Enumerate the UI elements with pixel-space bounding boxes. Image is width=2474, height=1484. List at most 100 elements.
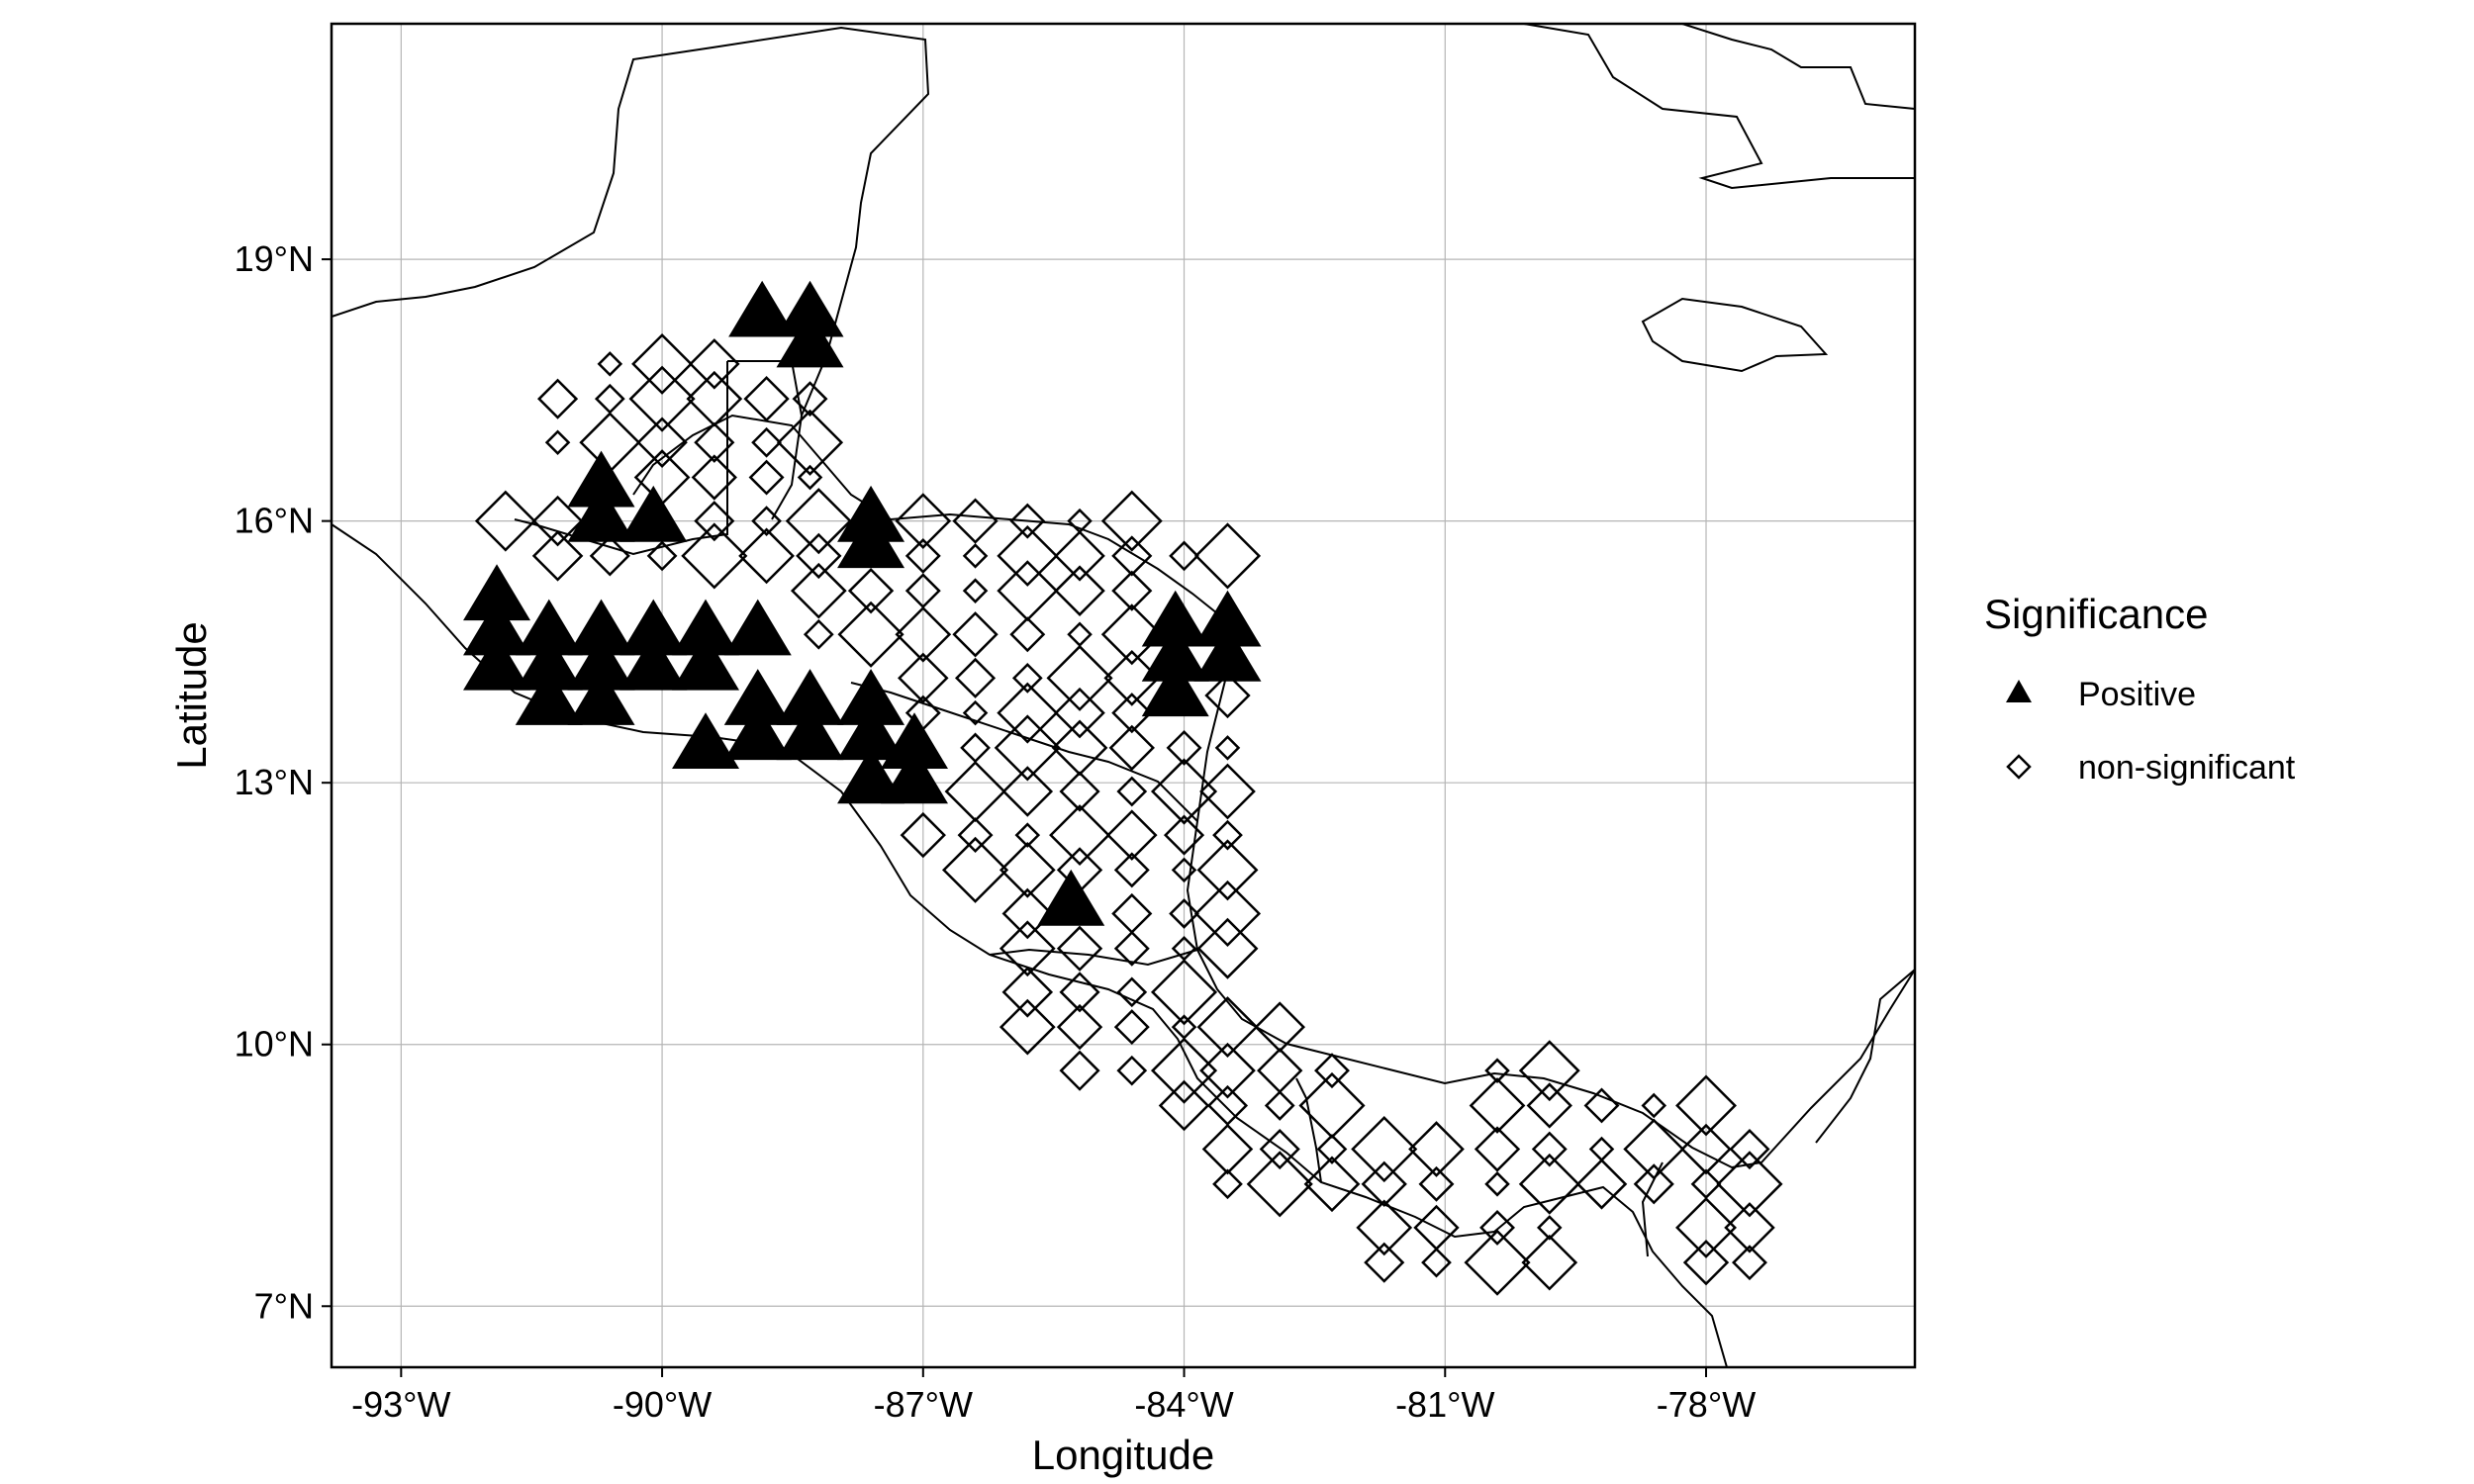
non-significant-point — [803, 618, 834, 650]
non-significant-point — [1469, 1077, 1526, 1134]
positive-point — [723, 703, 792, 761]
non-significant-point — [1731, 1245, 1767, 1281]
non-significant-point — [1716, 1151, 1783, 1218]
non-significant-point — [1298, 1071, 1366, 1140]
x-tick-label: -84°W — [1134, 1384, 1233, 1425]
non-significant-point — [1199, 763, 1256, 820]
non-significant-point — [1009, 616, 1046, 653]
legend-positive-triangle-icon — [2006, 680, 2032, 702]
x-tick-label: -93°W — [351, 1384, 450, 1425]
y-tick-label: 10°N — [235, 1024, 314, 1065]
plot-panel-border — [330, 22, 1917, 1369]
non-significant-point — [1351, 1115, 1418, 1183]
non-significant-point — [1204, 672, 1251, 719]
non-significant-point — [1056, 925, 1103, 972]
positive-point — [567, 633, 635, 691]
non-significant-point — [1116, 776, 1148, 807]
non-significant-point — [997, 524, 1059, 587]
non-significant-point — [1421, 1247, 1452, 1278]
legend-non-significant-diamond-icon — [2006, 754, 2032, 780]
non-significant-point — [1724, 1202, 1775, 1253]
non-significant-point — [1316, 1134, 1348, 1164]
non-significant-point — [1116, 1055, 1148, 1086]
positive-point — [776, 669, 844, 725]
non-significant-point — [1479, 1209, 1515, 1246]
non-significant-point — [1259, 1128, 1300, 1170]
positive-point — [1193, 590, 1262, 647]
non-significant-point — [944, 761, 1006, 822]
non-significant-point — [1418, 1165, 1455, 1202]
non-significant-markers — [474, 332, 1783, 1296]
positive-point — [567, 669, 635, 725]
non-significant-point — [1212, 1168, 1243, 1200]
non-significant-point — [797, 464, 823, 491]
positive-point — [1037, 869, 1105, 926]
positive-point — [1141, 660, 1209, 717]
non-significant-point — [1150, 758, 1218, 825]
non-significant-point — [999, 841, 1056, 898]
positive-point — [837, 747, 905, 804]
non-significant-point — [1150, 959, 1218, 1026]
non-significant-point — [1474, 1126, 1521, 1172]
non-significant-point — [474, 490, 536, 552]
non-significant-point — [1518, 1040, 1580, 1102]
non-significant-point — [1193, 522, 1262, 590]
non-significant-point — [1011, 662, 1043, 694]
border-honduras-nicaragua — [850, 682, 1198, 822]
non-significant-point — [1575, 1159, 1628, 1210]
positive-point — [1141, 590, 1209, 647]
non-significant-point — [537, 378, 579, 419]
non-significant-point — [1113, 852, 1150, 888]
non-significant-point — [1257, 1048, 1303, 1094]
non-significant-point — [999, 920, 1056, 977]
y-axis: 7°N 10°N 13°N 16°N 19°N — [235, 238, 332, 1326]
non-significant-point — [1212, 819, 1243, 851]
non-significant-point — [646, 540, 678, 572]
non-significant-point — [1111, 535, 1153, 577]
non-significant-point — [1680, 1123, 1732, 1175]
non-significant-point — [1201, 1123, 1254, 1175]
non-significant-point — [594, 383, 625, 415]
non-significant-point — [1303, 1156, 1361, 1213]
non-significant-point — [837, 601, 904, 668]
non-significant-point — [997, 560, 1059, 622]
non-significant-point — [1059, 1050, 1100, 1091]
positive-point — [881, 747, 949, 804]
non-significant-point — [681, 522, 748, 590]
non-significant-point — [1054, 687, 1105, 739]
non-significant-point — [1526, 1082, 1572, 1129]
non-significant-point — [1150, 1037, 1218, 1104]
non-significant-point — [694, 501, 735, 542]
non-significant-point — [1163, 814, 1205, 856]
x-tick-label: -87°W — [874, 1384, 973, 1425]
non-significant-point — [999, 998, 1056, 1056]
non-significant-point — [1583, 1087, 1620, 1124]
non-significant-point — [1356, 1199, 1413, 1256]
non-significant-point — [1518, 1153, 1580, 1215]
non-significant-point — [1675, 1196, 1737, 1258]
border-costarica-panama — [1295, 1077, 1322, 1183]
y-tick-label: 7°N — [254, 1285, 314, 1326]
positive-point — [515, 669, 583, 725]
non-significant-point — [544, 429, 571, 456]
non-significant-point — [1196, 839, 1259, 901]
non-significant-point — [1113, 930, 1150, 967]
colombia-coastline — [1815, 969, 1915, 1144]
non-significant-point — [1361, 1160, 1407, 1207]
x-axis-title: Longitude — [1032, 1432, 1215, 1478]
positive-point — [837, 703, 905, 761]
non-significant-point — [689, 338, 740, 390]
non-significant-point — [1001, 967, 1054, 1018]
non-significant-point — [962, 578, 989, 603]
non-significant-point — [962, 699, 989, 726]
non-significant-point — [1108, 724, 1155, 772]
x-tick-label: -81°W — [1395, 1384, 1494, 1425]
non-significant-point — [895, 605, 952, 663]
positive-point — [619, 599, 688, 656]
non-significant-point — [792, 381, 828, 417]
positive-point — [567, 450, 635, 508]
non-significant-point — [796, 532, 842, 580]
positive-point — [619, 485, 688, 542]
non-significant-point — [1054, 565, 1105, 616]
positive-point — [837, 511, 905, 569]
